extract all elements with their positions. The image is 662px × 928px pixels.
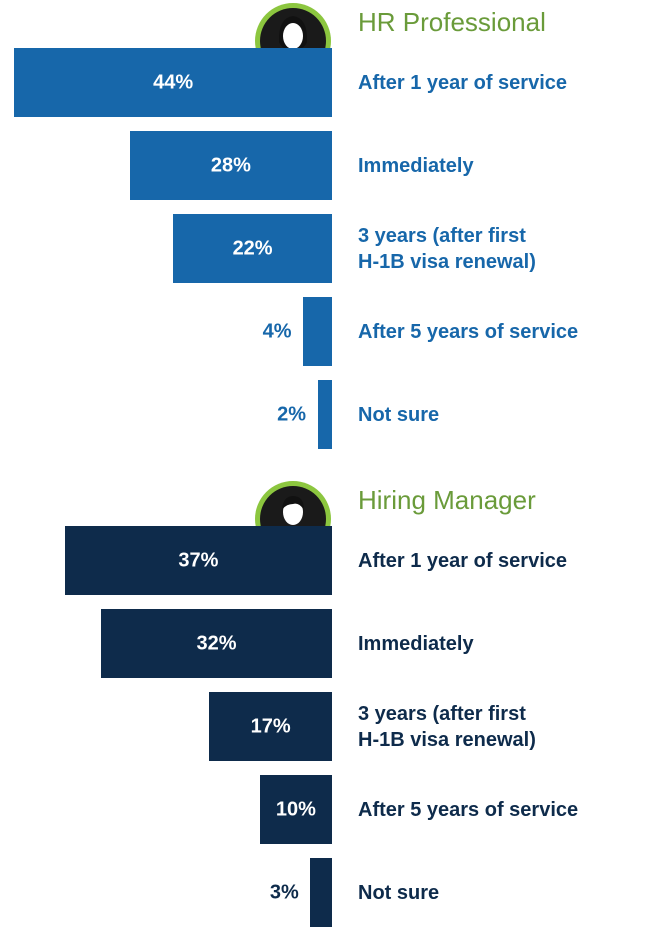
value-label: 17% — [250, 715, 291, 737]
value-label: 4% — [262, 320, 292, 342]
bar — [173, 214, 332, 283]
bar — [129, 131, 332, 200]
bar — [259, 775, 332, 844]
chart-title: HR Professional — [358, 7, 546, 37]
bar — [100, 609, 332, 678]
value-label: 2% — [277, 403, 306, 425]
category-label: Not sure — [358, 403, 440, 426]
category-label: 3 years (after first H-1B visa renewal) — [358, 702, 536, 751]
category-label: 3 years (after first H-1B visa renewal) — [358, 224, 536, 273]
value-label: 3% — [269, 881, 299, 903]
bar — [310, 858, 332, 927]
bar — [14, 48, 332, 117]
chart-title: Hiring Manager — [358, 485, 536, 515]
value-label: 28% — [210, 154, 251, 176]
category-label: Immediately — [358, 154, 474, 177]
bar — [64, 526, 332, 595]
value-label: 22% — [232, 237, 273, 259]
value-label: 44% — [153, 71, 194, 93]
category-label: After 1 year of service — [358, 71, 568, 94]
value-label: 32% — [196, 632, 237, 654]
value-label: 10% — [275, 798, 316, 820]
bar — [209, 692, 332, 761]
category-label: Not sure — [358, 881, 440, 904]
category-label: After 5 years of service — [358, 320, 579, 343]
category-label: After 5 years of service — [358, 798, 579, 821]
category-label: Immediately — [358, 632, 474, 655]
value-label: 37% — [178, 549, 219, 571]
bar — [317, 380, 332, 449]
category-label: After 1 year of service — [358, 549, 568, 572]
bar — [303, 297, 332, 366]
